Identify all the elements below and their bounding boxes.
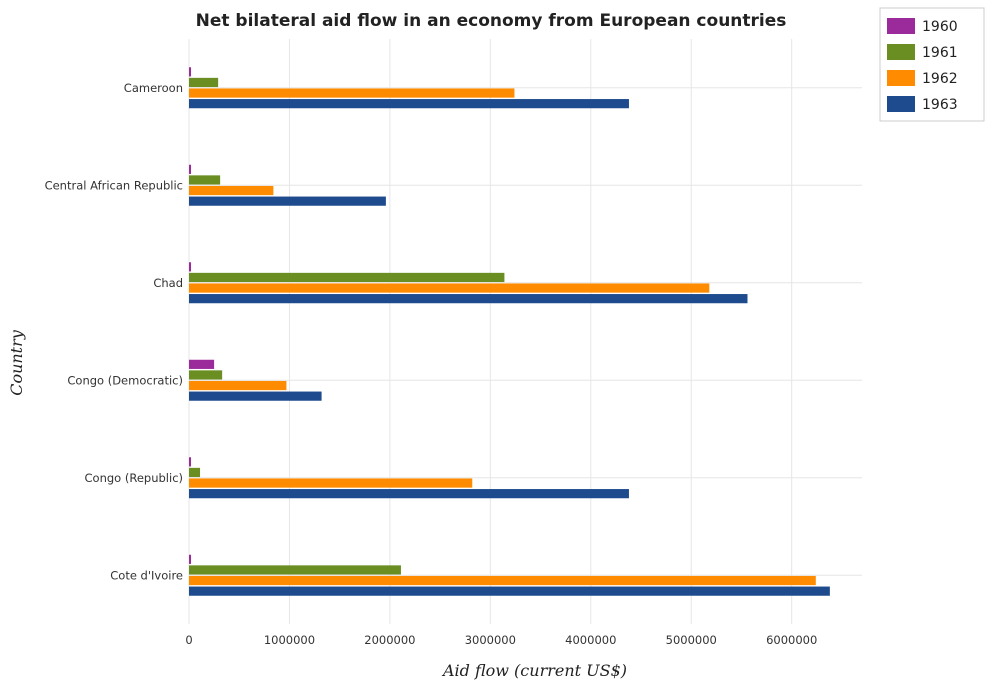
legend-label-1960: 1960	[922, 19, 958, 35]
bar-1962-0	[189, 88, 515, 98]
bar-1963-1	[189, 196, 386, 206]
y-tick-label: Congo (Republic)	[85, 471, 183, 485]
chart-title: Net bilateral aid flow in an economy fro…	[196, 11, 787, 31]
bar-1962-5	[189, 575, 816, 586]
bar-1963-3	[189, 391, 322, 401]
legend-label-1962: 1962	[922, 71, 958, 87]
x-tick-label: 1000000	[264, 633, 315, 647]
bar-1961-5	[189, 565, 401, 575]
bar-1963-0	[189, 99, 629, 109]
y-tick-label: Congo (Democratic)	[67, 373, 183, 387]
bar-1963-5	[189, 586, 830, 596]
legend-swatch-1961	[887, 44, 915, 60]
bar-1960-0	[189, 67, 192, 77]
gridlines	[188, 39, 862, 624]
legend-swatch-1960	[887, 18, 915, 34]
x-tick-labels: 0 1000000 2000000 3000000 4000000 5000000 6000…	[185, 633, 817, 647]
x-tick-label: 3000000	[465, 633, 516, 647]
x-axis-label: Aid flow (current US$)	[441, 661, 627, 680]
bar-1960-1	[189, 164, 192, 174]
bar-1961-0	[189, 77, 219, 88]
bar-1962-4	[189, 478, 473, 488]
bar-1960-5	[189, 554, 192, 564]
x-tick-label: 5000000	[666, 633, 717, 647]
bar-1962-3	[189, 380, 287, 391]
bar-1961-3	[189, 370, 223, 380]
bars	[189, 67, 830, 596]
y-tick-label: Cote d'Ivoire	[110, 568, 183, 582]
bar-1961-2	[189, 272, 505, 283]
bar-1962-1	[189, 185, 274, 196]
bar-1960-2	[189, 262, 192, 272]
bar-1961-1	[189, 175, 221, 185]
x-tick-label: 0	[185, 633, 192, 647]
bar-1963-4	[189, 489, 629, 499]
bar-1960-3	[189, 359, 215, 369]
legend-swatch-1962	[887, 70, 915, 86]
bar-1960-4	[189, 457, 192, 467]
bar-1962-2	[189, 283, 710, 293]
x-tick-label: 2000000	[364, 633, 415, 647]
legend: 1960 1961 1962 1963	[879, 7, 985, 122]
bar-1961-4	[189, 467, 201, 478]
y-tick-label: Cameroon	[124, 81, 183, 95]
legend-label-1963: 1963	[922, 97, 958, 113]
bar-1963-2	[189, 294, 748, 304]
x-tick-label: 4000000	[565, 633, 616, 647]
y-axis-label: Country	[7, 329, 26, 396]
x-tick-label: 6000000	[766, 633, 817, 647]
legend-label-1961: 1961	[922, 45, 958, 61]
y-tick-label: Central African Republic	[45, 178, 183, 192]
legend-swatch-1963	[887, 96, 915, 112]
y-tick-labels: Cameroon Central African Republic Chad Cong…	[45, 81, 183, 583]
y-tick-label: Chad	[153, 276, 183, 290]
